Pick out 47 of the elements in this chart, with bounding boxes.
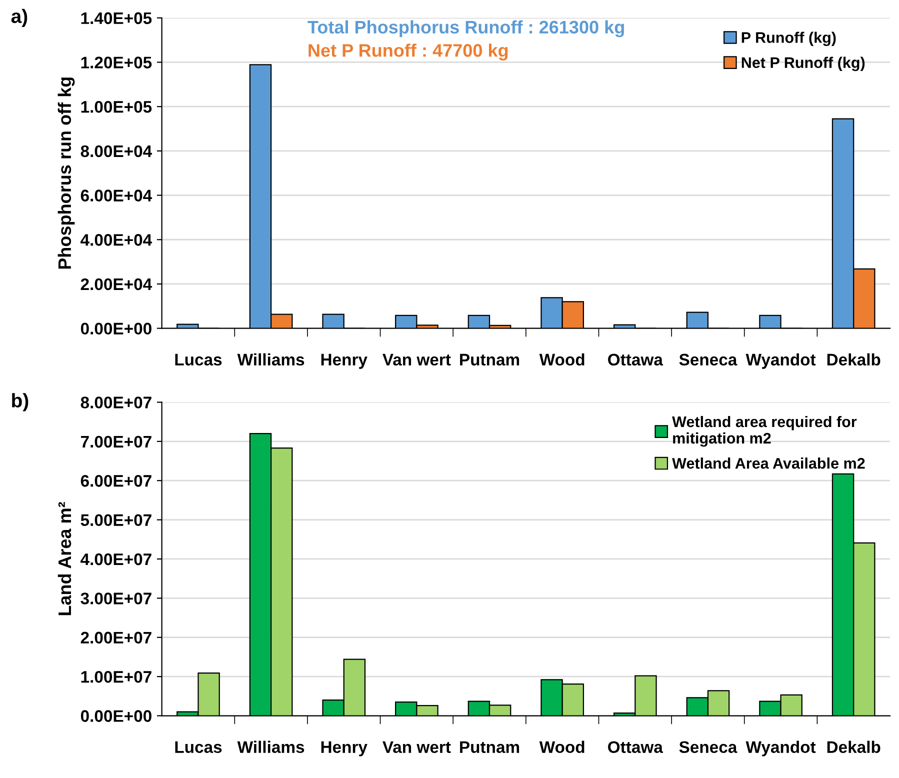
x-tick-label: Williams [237, 740, 304, 753]
y-tick-label: 8.00E+07 [80, 396, 152, 408]
x-tick-label: Lucas [175, 741, 222, 753]
y-tick-label: 5.00E+07 [80, 514, 152, 526]
y-tick-label: 1.20E+05 [81, 56, 152, 68]
legend-label: Wetland Area Available m2 [672, 458, 865, 469]
y-tick-label: 6.00E+04 [80, 190, 152, 202]
x-tick-label: Wyandot [746, 740, 816, 756]
annotation: Net P Runoff : 47700 kg [308, 44, 508, 60]
x-tick-label: Van wert [382, 741, 451, 753]
x-tick-label: Dekalb [827, 740, 880, 753]
x-tick-label: Wood [539, 353, 584, 366]
y-tick-label: 2.00E+07 [80, 632, 152, 644]
y-tick-label: 6.00E+07 [80, 475, 152, 487]
x-tick-label: Wyandot [746, 353, 816, 369]
x-tick-label: Putnam [460, 354, 520, 366]
y-tick-label: 1.00E+05 [81, 100, 152, 113]
y-axis-title: Land Area m² [58, 502, 72, 616]
y-tick-label: 3.00E+07 [80, 592, 152, 604]
x-tick-label: Ottawa [608, 741, 664, 753]
x-tick-label: Williams [237, 353, 304, 366]
x-tick-label: Seneca [679, 354, 738, 366]
x-tick-label: Lucas [175, 354, 222, 366]
chart-title: a) [11, 8, 28, 27]
y-tick-label: 4.00E+04 [80, 234, 152, 246]
annotation: Total Phosphorus Runoff : 261300 kg [308, 20, 624, 38]
x-tick-label: Seneca [679, 741, 738, 753]
y-tick-label: 4.00E+07 [80, 553, 152, 566]
x-tick-label: Putnam [460, 741, 520, 753]
legend-label: Net P Runoff (kg) [742, 56, 865, 72]
chart-title: b) [12, 393, 28, 412]
x-tick-label: Henry [321, 354, 368, 369]
y-axis-title: Phosphorus run off kg [58, 78, 75, 269]
x-tick-label: Henry [321, 741, 368, 756]
y-tick-label: 2.00E+04 [80, 278, 152, 290]
legend-label: P Runoff (kg) [742, 32, 836, 46]
x-tick-label: Wood [539, 740, 584, 753]
y-tick-label: 1.40E+05 [81, 12, 152, 24]
y-tick-label: 0.00E+00 [80, 322, 152, 335]
x-tick-label: Van wert [382, 354, 451, 366]
y-tick-label: 1.00E+07 [81, 670, 152, 683]
y-tick-label: 8.00E+04 [80, 145, 152, 158]
legend-label: Wetland area required for mitigation m2 [672, 416, 857, 447]
x-tick-label: Ottawa [608, 354, 664, 366]
x-tick-label: Dekalb [827, 353, 880, 366]
y-tick-label: 7.00E+07 [80, 436, 152, 448]
y-tick-label: 0.00E+00 [80, 710, 152, 722]
